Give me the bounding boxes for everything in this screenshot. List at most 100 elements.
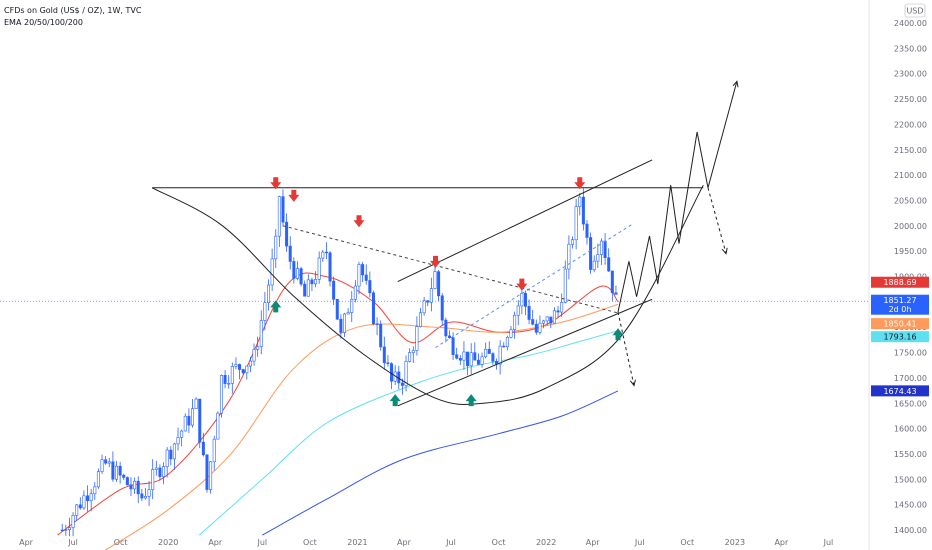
candle-body [523, 292, 527, 307]
candle-body [567, 243, 571, 270]
candle-body [382, 346, 386, 364]
candle-body [191, 408, 195, 426]
sell-arrow [353, 215, 365, 228]
x-tick-label: 2020 [158, 538, 178, 547]
candle-body [223, 375, 227, 384]
y-tick-label: 1550.00 [894, 450, 927, 459]
x-tick-label: Apr [774, 538, 789, 547]
y-tick-label: 1450.00 [894, 501, 927, 510]
candle-body [292, 261, 296, 279]
candle-body [596, 254, 600, 262]
candle-body [82, 495, 86, 509]
price-axis[interactable]: USD 2400.00 2350.00 2300.00 2250.00 2200.00 2… [868, 0, 932, 550]
candle-body [332, 280, 336, 300]
candle-body [429, 288, 433, 303]
candle-body [238, 364, 242, 370]
candle-body [324, 251, 328, 254]
candle-body [505, 337, 509, 348]
currency-badge[interactable] [904, 3, 926, 18]
candle-body [263, 302, 267, 321]
candle-body [455, 354, 459, 359]
candle-body [513, 314, 517, 330]
candle-body [75, 504, 79, 516]
time-axis[interactable]: Apr Jul Oct 2020 Apr Jul Oct 2021 Apr Jul Oct 2022 A… [19, 538, 833, 547]
candle-body [154, 467, 158, 470]
x-tick-label: Oct [114, 538, 128, 547]
y-tick-label: 1750.00 [894, 349, 927, 358]
candle-body [415, 326, 419, 351]
sell-arrow [270, 177, 282, 190]
candle-body [212, 438, 216, 463]
candle-body [205, 454, 209, 490]
sell-arrow [516, 278, 528, 291]
ema-line [104, 303, 619, 550]
price-tag [871, 385, 929, 397]
y-tick-label: 2300.00 [894, 70, 927, 79]
candle-body [241, 369, 245, 374]
candle-body [122, 474, 126, 478]
candle-body [451, 337, 455, 356]
candle-body [509, 329, 513, 338]
candle-body [422, 300, 426, 314]
x-tick-label: 2021 [347, 538, 367, 547]
candle-body [614, 292, 618, 295]
candle-body [60, 529, 64, 532]
dashed-uptrend [435, 224, 632, 348]
candle-body [400, 382, 404, 386]
candle-body [198, 398, 202, 443]
candle-body [458, 357, 462, 361]
y-tick-label: 2000.00 [894, 222, 927, 231]
candle-body [317, 257, 321, 280]
buy-arrow [389, 394, 401, 407]
candle-body [274, 235, 278, 260]
candle-body [306, 279, 310, 297]
x-tick-label: 2023 [725, 538, 745, 547]
candle-body [270, 258, 274, 286]
candle-body [67, 527, 71, 530]
candle-body [209, 461, 213, 490]
candle-body [107, 461, 111, 464]
sell-arrow [288, 189, 300, 202]
price-tag-label: 1793.16 [883, 333, 916, 342]
candle-body [115, 465, 119, 480]
candle-body [281, 196, 285, 223]
candle-body [93, 486, 97, 495]
candle-body [169, 449, 173, 460]
candle-body [129, 484, 133, 490]
candle-body [484, 348, 488, 358]
candle-body [234, 364, 238, 367]
candle-body [574, 206, 578, 241]
y-tick-label: 2250.00 [894, 95, 927, 104]
x-tick-label: Jul [67, 538, 78, 547]
candle-body [285, 221, 289, 247]
ema-line [57, 272, 619, 536]
x-tick-label: Oct [303, 538, 317, 547]
buy-arrow [270, 300, 282, 313]
candle-body [118, 465, 122, 476]
candle-body [267, 284, 271, 303]
candle-body [498, 345, 502, 365]
candle-body [592, 260, 596, 270]
candle-body [230, 365, 234, 384]
candle-body [516, 305, 520, 316]
price-tag [871, 331, 929, 343]
candle-body [549, 316, 553, 324]
candle-body [100, 459, 104, 472]
candle-body [589, 237, 593, 270]
candle-body [277, 196, 281, 237]
candle-body [151, 469, 155, 490]
candle-body [480, 356, 484, 365]
candle-body [447, 335, 451, 338]
candle-body [375, 323, 379, 325]
candle-body [607, 257, 611, 272]
x-tick-label: 2022 [536, 538, 556, 547]
candle-body [520, 292, 524, 307]
candle-body [64, 529, 68, 531]
y-tick-label: 1650.00 [894, 399, 927, 408]
candle-body [143, 496, 147, 499]
candle-body [379, 324, 383, 348]
candle-body [180, 430, 184, 438]
candle-body [111, 461, 115, 480]
candle-body [86, 495, 90, 501]
